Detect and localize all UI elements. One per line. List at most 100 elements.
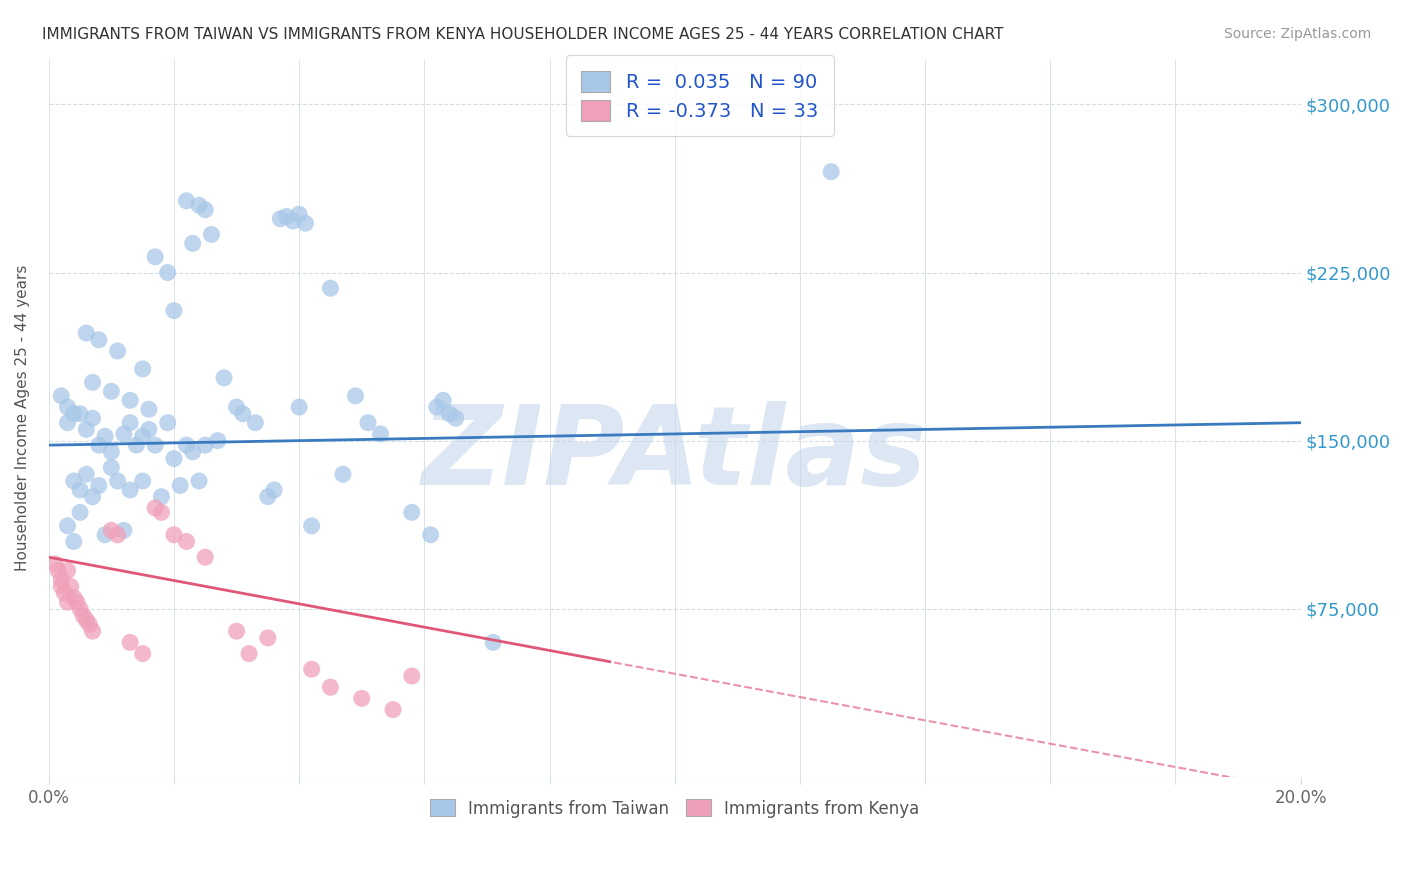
Point xyxy=(439,407,461,421)
Point xyxy=(207,434,229,448)
Point xyxy=(138,422,160,436)
Point xyxy=(225,624,247,639)
Point xyxy=(163,451,186,466)
Point xyxy=(344,389,367,403)
Point xyxy=(53,586,76,600)
Point xyxy=(131,474,153,488)
Point xyxy=(62,591,84,605)
Point xyxy=(245,416,267,430)
Point xyxy=(120,635,142,649)
Point xyxy=(56,400,79,414)
Text: Source: ZipAtlas.com: Source: ZipAtlas.com xyxy=(1223,27,1371,41)
Point xyxy=(301,662,323,676)
Point xyxy=(419,528,441,542)
Point xyxy=(432,393,454,408)
Point xyxy=(79,617,101,632)
Point xyxy=(194,550,217,565)
Point xyxy=(401,505,423,519)
Point xyxy=(62,474,84,488)
Point xyxy=(156,266,179,280)
Point xyxy=(51,573,73,587)
Point xyxy=(100,445,122,459)
Point xyxy=(150,490,173,504)
Point xyxy=(401,669,423,683)
Point xyxy=(301,518,323,533)
Point xyxy=(120,483,142,497)
Point xyxy=(194,438,217,452)
Point xyxy=(332,467,354,482)
Point xyxy=(232,407,254,421)
Point xyxy=(107,343,129,358)
Point xyxy=(82,411,104,425)
Point xyxy=(200,227,222,242)
Point xyxy=(176,534,198,549)
Point xyxy=(94,528,117,542)
Point xyxy=(288,400,311,414)
Point xyxy=(125,438,148,452)
Point xyxy=(82,490,104,504)
Point xyxy=(107,528,129,542)
Point xyxy=(269,211,291,226)
Point xyxy=(82,624,104,639)
Point xyxy=(72,608,94,623)
Point xyxy=(319,680,342,694)
Point xyxy=(107,474,129,488)
Point xyxy=(194,202,217,217)
Point xyxy=(150,505,173,519)
Point xyxy=(100,460,122,475)
Text: ZIPAtlas: ZIPAtlas xyxy=(422,401,928,508)
Point xyxy=(176,194,198,208)
Point xyxy=(263,483,285,497)
Point xyxy=(51,579,73,593)
Point xyxy=(69,407,91,421)
Point xyxy=(112,524,135,538)
Point xyxy=(56,595,79,609)
Point xyxy=(163,303,186,318)
Point xyxy=(444,411,467,425)
Point xyxy=(143,438,166,452)
Point xyxy=(120,416,142,430)
Point xyxy=(62,534,84,549)
Point xyxy=(69,601,91,615)
Point xyxy=(288,207,311,221)
Point xyxy=(59,579,82,593)
Point xyxy=(56,416,79,430)
Point xyxy=(382,703,405,717)
Point xyxy=(66,595,89,609)
Point xyxy=(294,216,316,230)
Point xyxy=(131,362,153,376)
Point xyxy=(131,429,153,443)
Point xyxy=(156,416,179,430)
Point xyxy=(112,426,135,441)
Point xyxy=(56,518,79,533)
Point xyxy=(163,528,186,542)
Text: IMMIGRANTS FROM TAIWAN VS IMMIGRANTS FROM KENYA HOUSEHOLDER INCOME AGES 25 - 44 : IMMIGRANTS FROM TAIWAN VS IMMIGRANTS FRO… xyxy=(42,27,1004,42)
Point xyxy=(181,236,204,251)
Point xyxy=(276,210,298,224)
Point xyxy=(82,376,104,390)
Point xyxy=(87,333,110,347)
Point xyxy=(176,438,198,452)
Point xyxy=(100,384,122,399)
Point xyxy=(46,564,69,578)
Y-axis label: Householder Income Ages 25 - 44 years: Householder Income Ages 25 - 44 years xyxy=(15,265,30,572)
Point xyxy=(75,326,97,340)
Point xyxy=(256,490,278,504)
Point xyxy=(87,438,110,452)
Point xyxy=(75,422,97,436)
Point xyxy=(44,557,66,571)
Point xyxy=(238,647,260,661)
Point xyxy=(188,474,211,488)
Point xyxy=(56,564,79,578)
Point xyxy=(281,214,304,228)
Point xyxy=(181,445,204,459)
Point xyxy=(138,402,160,417)
Point xyxy=(256,631,278,645)
Point xyxy=(69,483,91,497)
Point xyxy=(75,467,97,482)
Point xyxy=(131,647,153,661)
Point xyxy=(51,389,73,403)
Point xyxy=(426,400,449,414)
Point xyxy=(820,164,842,178)
Point xyxy=(357,416,380,430)
